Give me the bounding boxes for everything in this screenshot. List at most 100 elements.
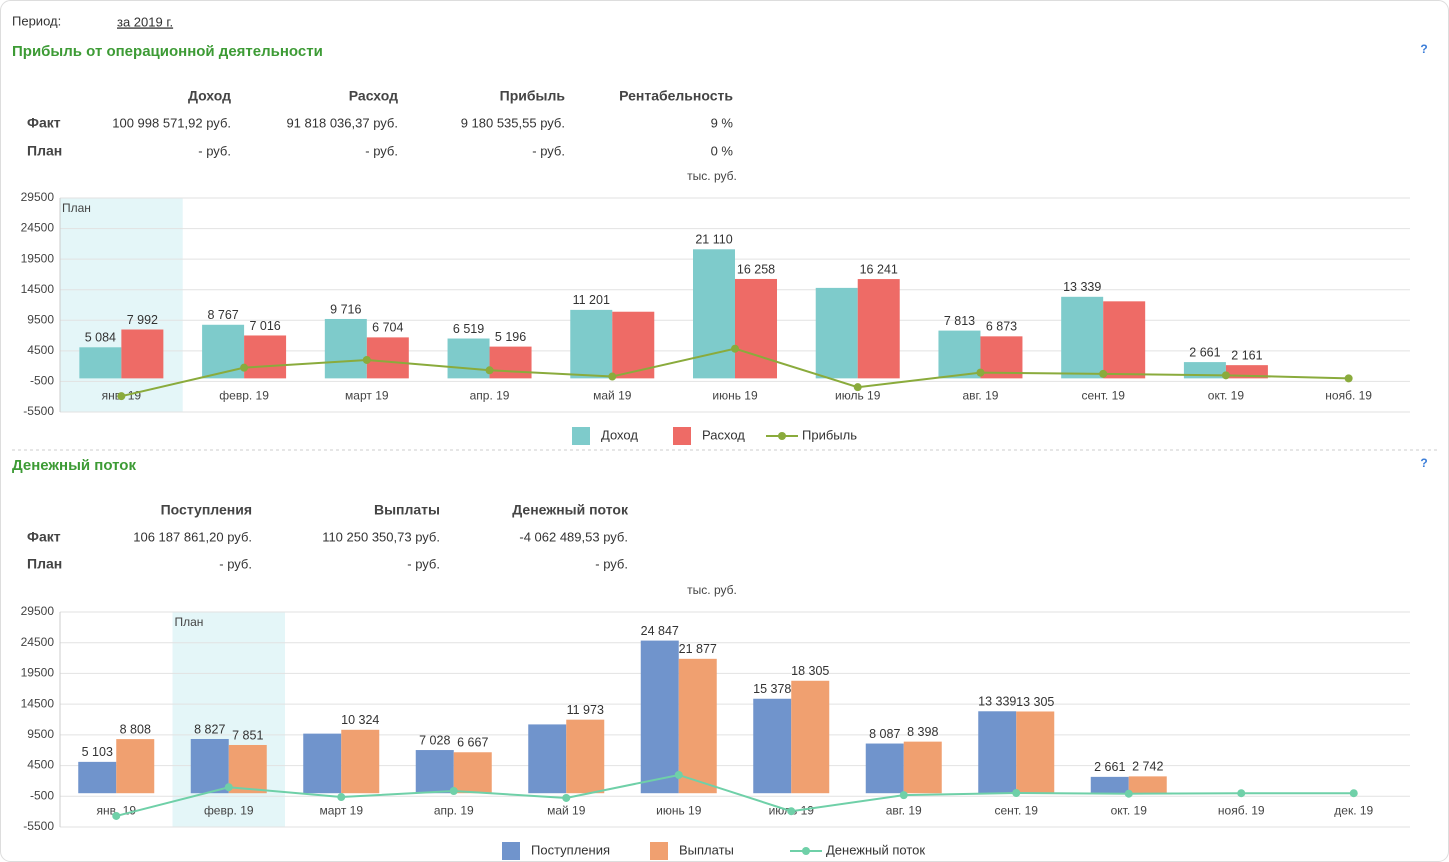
data-label: 8 808 (120, 722, 151, 736)
line-marker (485, 366, 494, 375)
y-tick-label: 9500 (27, 312, 54, 326)
cell: 100 998 571,92 руб. (112, 115, 231, 130)
data-label: 24 847 (641, 624, 679, 638)
unit-label: тыс. руб. (687, 169, 737, 183)
x-tick-label: сент. 19 (995, 803, 1039, 817)
bar (190, 738, 229, 794)
plan-label: План (175, 615, 204, 629)
bar (228, 744, 267, 794)
y-tick-label: -500 (30, 374, 54, 388)
line-marker (1221, 371, 1230, 380)
cell: - руб. (365, 143, 398, 158)
data-label: 2 661 (1094, 760, 1125, 774)
legend-swatch (673, 427, 691, 445)
y-tick-label: -500 (30, 788, 54, 802)
x-tick-label: апр. 19 (434, 803, 474, 817)
cell: - руб. (407, 556, 440, 571)
data-label: 8 087 (869, 727, 900, 741)
cell: 9 180 535,55 руб. (461, 115, 565, 130)
line-marker (976, 368, 985, 377)
legend-marker (778, 432, 786, 440)
x-tick-label: апр. 19 (470, 389, 510, 403)
row-label: Факт (27, 529, 61, 545)
x-tick-label: май 19 (547, 803, 586, 817)
section-title: Прибыль от операционной деятельности (12, 43, 323, 60)
bar (735, 278, 777, 379)
plan-band (172, 612, 285, 827)
y-tick-label: 24500 (21, 635, 55, 649)
bar (865, 743, 904, 794)
y-tick-label: 29500 (21, 604, 55, 618)
line-marker (1344, 374, 1353, 383)
bar (980, 336, 1023, 379)
data-label: 10 324 (341, 713, 379, 727)
period-link[interactable]: за 2019 г. (117, 14, 173, 29)
data-label: 13 339 (978, 695, 1016, 709)
data-label: 7 851 (232, 728, 263, 742)
y-tick-label: 14500 (21, 696, 55, 710)
x-tick-label: окт. 19 (1208, 389, 1245, 403)
x-tick-label: февр. 19 (204, 803, 254, 817)
cell: - руб. (219, 556, 252, 571)
legend-label: Выплаты (679, 842, 734, 857)
y-tick-label: 4500 (27, 758, 54, 772)
data-label: 8 767 (207, 308, 238, 322)
y-tick-label: 14500 (21, 282, 55, 296)
help-icon[interactable]: ? (1420, 456, 1427, 470)
legend-marker (802, 847, 810, 855)
data-label: 5 103 (82, 745, 113, 759)
line-marker (1099, 369, 1108, 378)
x-tick-label: февр. 19 (219, 389, 269, 403)
data-label: 15 378 (753, 682, 791, 696)
bar (570, 309, 613, 379)
y-tick-label: 19500 (21, 251, 55, 265)
bar (78, 761, 117, 794)
bar (366, 337, 409, 379)
bar (693, 249, 735, 379)
bar (489, 346, 532, 379)
legend-swatch (572, 427, 590, 445)
bar (324, 318, 367, 379)
bar (678, 658, 717, 794)
section-title: Денежный поток (12, 457, 136, 474)
x-tick-label: июль 19 (835, 389, 881, 403)
bar (202, 324, 245, 379)
x-tick-label: нояб. 19 (1325, 389, 1372, 403)
column-header: Расход (349, 88, 398, 104)
data-label: 11 201 (573, 293, 610, 307)
bar (1016, 711, 1055, 794)
bar (415, 750, 454, 794)
cell: 9 % (711, 115, 734, 130)
data-label: 11 973 (567, 703, 604, 717)
column-header: Доход (188, 88, 231, 104)
data-label: 9 716 (330, 302, 361, 316)
help-icon[interactable]: ? (1420, 42, 1427, 56)
data-label: 6 519 (453, 322, 484, 336)
bar (978, 711, 1017, 794)
line-marker (1237, 789, 1246, 798)
bar (903, 741, 942, 794)
bar (116, 739, 155, 794)
line-marker (224, 783, 233, 792)
line-marker (337, 793, 346, 802)
bar (121, 329, 164, 379)
legend-label: Поступления (531, 842, 610, 857)
x-tick-label: авг. 19 (886, 803, 922, 817)
data-label: 8 398 (907, 725, 938, 739)
bar (640, 640, 679, 794)
data-label: 21 877 (679, 642, 717, 656)
data-label: 16 241 (860, 262, 898, 276)
line-marker (731, 344, 739, 353)
bar (79, 347, 122, 379)
bar (528, 724, 567, 794)
line-marker (787, 807, 796, 816)
column-header: Рентабельность (619, 88, 733, 104)
line-marker (240, 363, 249, 372)
data-label: 6 704 (372, 321, 403, 335)
period-label: Период: (12, 13, 61, 28)
legend-label: Прибыль (802, 427, 857, 442)
data-label: 2 661 (1189, 345, 1220, 359)
line-marker (1349, 789, 1358, 798)
data-label: 7 992 (127, 313, 158, 327)
x-tick-label: сент. 19 (1081, 389, 1125, 403)
